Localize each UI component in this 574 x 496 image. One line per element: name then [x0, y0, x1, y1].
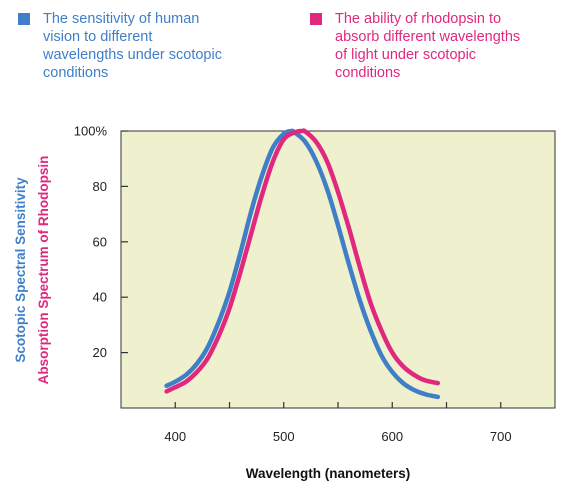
y-tick-label: 80 [93, 179, 107, 194]
legend-swatch-magenta [310, 13, 322, 25]
y-tick-label: 100% [74, 124, 108, 139]
x-tick-label: 500 [273, 429, 295, 444]
legend-line: vision to different [43, 29, 153, 45]
legend-line: conditions [43, 65, 109, 81]
legend-line: conditions [335, 65, 401, 81]
legend-item-scotopic: The sensitivity of human vision to diffe… [18, 10, 278, 82]
legend-text-scotopic: The sensitivity of human vision to diffe… [43, 10, 222, 82]
y-tick-label: 40 [93, 290, 107, 305]
legend-line: The sensitivity of human [43, 11, 200, 27]
legend-swatch-blue [18, 13, 30, 25]
plot-background [120, 130, 556, 409]
x-axis-title: Wavelength (nanometers) [246, 466, 411, 481]
x-tick-label: 400 [164, 429, 186, 444]
legend-line: absorb different wavelengths [335, 29, 521, 45]
y-axis-title-scotopic: Scotopic Spectral Sensitivity [13, 177, 28, 363]
series-line-rhodopsin [164, 128, 441, 394]
legend-line: of light under scotopic [335, 47, 477, 63]
chart-marks: 20 40 60 80 100% 400 500 600 700 [74, 124, 512, 445]
legend-text-rhodopsin: The ability of rhodopsin to absorb diffe… [335, 10, 520, 82]
y-tick-label: 60 [93, 234, 107, 249]
y-tick-label: 20 [93, 345, 107, 360]
y-axis-title-rhodopsin: Absorption Spectrum of Rhodopsin [36, 156, 51, 385]
x-tick-label: 600 [381, 429, 403, 444]
legend-item-rhodopsin: The ability of rhodopsin to absorb diffe… [310, 10, 572, 82]
legend-line: The ability of rhodopsin to [335, 11, 502, 27]
legend-line: wavelengths under scotopic [43, 47, 222, 63]
x-tick-label: 700 [490, 429, 512, 444]
